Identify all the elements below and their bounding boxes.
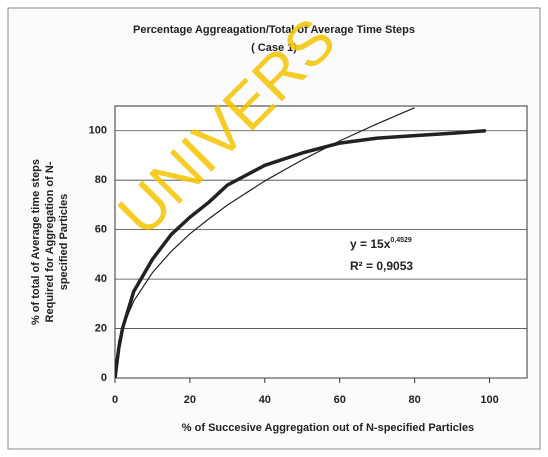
y-tick-label: 0 <box>101 372 107 384</box>
chart-subtitle: ( Case 1) <box>251 42 297 54</box>
chart-title: Percentage Aggreagation/Total of Average… <box>133 24 415 36</box>
series-line <box>115 107 415 378</box>
plot-background <box>114 105 528 379</box>
x-tick-label: 80 <box>409 394 421 406</box>
equation-text: y = 15x <box>350 237 391 251</box>
y-axis-label-line: Required for Aggregation of N- <box>44 161 56 322</box>
x-axis-label: % of Succesive Aggregation out of N-spec… <box>182 422 474 434</box>
y-tick-label: 60 <box>95 224 107 236</box>
y-axis-label-line: % of total of Average time steps <box>30 159 42 325</box>
x-tick-label: 40 <box>259 394 271 406</box>
y-tick-label: 100 <box>89 125 107 137</box>
plot-area: 0 20 40 60 80 100 0 20 40 60 80 100 <box>89 105 528 406</box>
x-tick-label: 60 <box>334 394 346 406</box>
y-tick-label: 80 <box>95 174 107 186</box>
y-axis-label: % of total of Average time steps Require… <box>30 159 70 325</box>
equation-exponent: 0,4529 <box>390 237 412 244</box>
x-tick-label: 20 <box>184 394 196 406</box>
series-line <box>115 128 486 378</box>
y-axis-label-line: specified Particles <box>58 194 70 291</box>
y-tick-label: 40 <box>95 273 107 285</box>
r-squared: R² = 0,9053 <box>350 259 413 273</box>
y-tick-label: 20 <box>95 322 107 334</box>
equation: y = 15x0,4529 <box>350 237 412 251</box>
x-tick-label: 0 <box>112 394 118 406</box>
x-tick-label: 100 <box>480 394 498 406</box>
